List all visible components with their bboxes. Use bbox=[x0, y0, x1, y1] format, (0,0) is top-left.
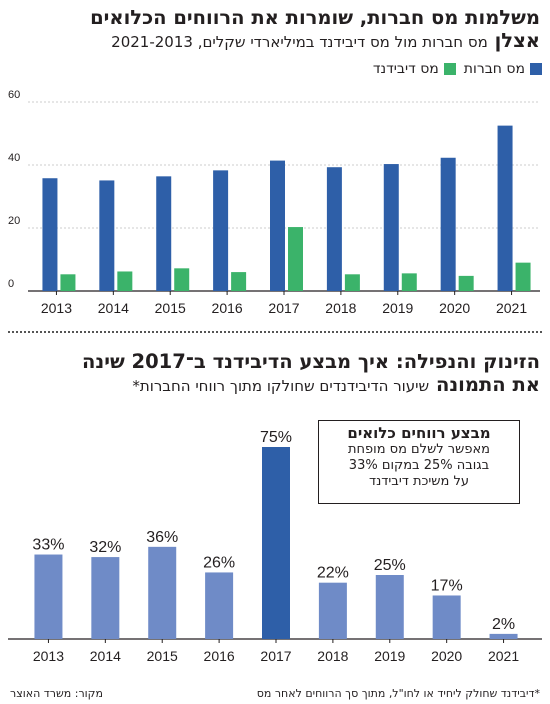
legend-swatch-corporate-tax bbox=[530, 63, 542, 75]
callout-box: מבצע רווחים כלואים מאפשר לשלם מס מופחת ב… bbox=[318, 420, 520, 504]
top-chart-title: משלמות מס חברות, שומרות את הרווחים הכלוא… bbox=[90, 6, 540, 29]
callout-line-3: על משיכת דיבידנד bbox=[369, 474, 469, 489]
bar-dividend-ratio bbox=[148, 546, 177, 639]
y-tick-label: 0 bbox=[8, 278, 14, 290]
bar-dividend-ratio bbox=[318, 582, 347, 639]
bar-value-label: 2% bbox=[492, 616, 515, 633]
bar-dividend-tax bbox=[117, 271, 133, 291]
x-tick-label: 2021 bbox=[488, 648, 519, 664]
top-chart-subtitle: מס חברות מול מס דיבידנד במיליארדי שקלים,… bbox=[111, 33, 488, 51]
x-tick-label: 2020 bbox=[439, 300, 470, 316]
x-tick-label: 2021 bbox=[496, 300, 527, 316]
footnote: *דיבידנד שחולק ליחיד או לחו"ל, מתוך סך ה… bbox=[256, 687, 540, 700]
bar-dividend-ratio bbox=[91, 557, 120, 639]
legend-item-corporate-tax: מס חברות bbox=[464, 61, 542, 77]
legend-swatch-dividend-tax bbox=[443, 63, 456, 75]
callout-line-2: בגובה 25% במקום 33% bbox=[348, 458, 490, 473]
bar-dividend-tax bbox=[458, 275, 474, 291]
bar-dividend-tax bbox=[231, 272, 247, 291]
legend-label-dividend-tax: מס דיבידנד bbox=[372, 61, 439, 77]
x-tick-label: 2015 bbox=[155, 300, 186, 316]
bar-corporate-tax bbox=[99, 180, 115, 291]
x-tick-label: 2018 bbox=[317, 648, 348, 664]
x-tick-label: 2019 bbox=[382, 300, 413, 316]
x-tick-label: 2017 bbox=[260, 648, 291, 664]
bottom-chart-title-continued: את התמונה bbox=[435, 373, 540, 396]
bar-dividend-tax bbox=[174, 268, 190, 291]
x-tick-label: 2014 bbox=[90, 648, 121, 664]
bar-value-label: 36% bbox=[146, 529, 178, 546]
bar-dividend-ratio bbox=[432, 595, 461, 639]
x-tick-label: 2014 bbox=[98, 300, 129, 316]
bar-dividend-ratio bbox=[34, 554, 63, 639]
bar-corporate-tax bbox=[440, 157, 456, 291]
bar-corporate-tax bbox=[213, 170, 229, 291]
bar-corporate-tax bbox=[42, 178, 58, 291]
legend-label-corporate-tax: מס חברות bbox=[463, 61, 525, 77]
bar-dividend-tax bbox=[60, 274, 76, 291]
bar-value-label: 17% bbox=[431, 577, 463, 594]
y-tick-label: 40 bbox=[8, 152, 20, 164]
bottom-chart-title-block: הזינוק והנפילה: איך מבצע הדיבידנד ב־2017… bbox=[8, 350, 540, 398]
bar-dividend-tax bbox=[344, 274, 360, 291]
x-tick-label: 2016 bbox=[204, 648, 235, 664]
x-tick-label: 2016 bbox=[212, 300, 243, 316]
callout-title: מבצע רווחים כלואים bbox=[347, 424, 491, 442]
bottom-chart-subtitle: שיעור הדיבידנדים שחולקו מתוך רווחי החברו… bbox=[132, 377, 430, 395]
x-tick-label: 2019 bbox=[374, 648, 405, 664]
bar-dividend-ratio bbox=[375, 575, 404, 639]
bar-dividend-ratio bbox=[489, 633, 518, 639]
x-tick-label: 2017 bbox=[268, 300, 299, 316]
bar-value-label: 75% bbox=[260, 429, 292, 446]
bar-value-label: 25% bbox=[374, 557, 406, 574]
top-chart-legend: מס חברות מס דיבידנד bbox=[373, 61, 542, 77]
y-tick-label: 20 bbox=[8, 215, 20, 227]
x-tick-label: 2018 bbox=[325, 300, 356, 316]
bar-corporate-tax bbox=[497, 125, 513, 291]
callout-line-1: מאפשר לשלם מס מופחת bbox=[348, 442, 490, 457]
x-tick-label: 2013 bbox=[33, 648, 64, 664]
bar-dividend-tax bbox=[401, 273, 417, 291]
bar-dividend-ratio bbox=[205, 572, 234, 639]
top-chart-title-continued: אצלן bbox=[494, 29, 540, 52]
bar-dividend-tax bbox=[288, 227, 303, 291]
x-tick-label: 2020 bbox=[431, 648, 462, 664]
source-note: מקור: משרד האוצר bbox=[10, 687, 103, 700]
section-divider bbox=[8, 331, 542, 333]
top-chart-title-block: משלמות מס חברות, שומרות את הרווחים הכלוא… bbox=[8, 6, 540, 54]
bar-corporate-tax bbox=[326, 167, 342, 291]
bar-value-label: 26% bbox=[203, 554, 235, 571]
x-tick-label: 2013 bbox=[41, 300, 72, 316]
bar-corporate-tax bbox=[383, 164, 399, 291]
bar-value-label: 22% bbox=[317, 565, 349, 582]
bar-corporate-tax bbox=[270, 160, 285, 291]
bar-corporate-tax bbox=[156, 176, 172, 291]
bar-dividend-ratio bbox=[262, 447, 290, 639]
bar-value-label: 32% bbox=[89, 539, 121, 556]
bar-value-label: 33% bbox=[32, 537, 64, 554]
top-bar-chart: 0 20 40 60 2013 2014 2015 2016 2017 2018 2019 2020 2… bbox=[8, 89, 540, 316]
bottom-chart-title: הזינוק והנפילה: איך מבצע הדיבידנד ב־2017… bbox=[81, 350, 540, 373]
x-tick-label: 2015 bbox=[147, 648, 178, 664]
bar-dividend-tax bbox=[515, 262, 531, 291]
y-tick-label: 60 bbox=[8, 89, 20, 101]
legend-item-dividend-tax: מס דיבידנד bbox=[373, 61, 456, 77]
